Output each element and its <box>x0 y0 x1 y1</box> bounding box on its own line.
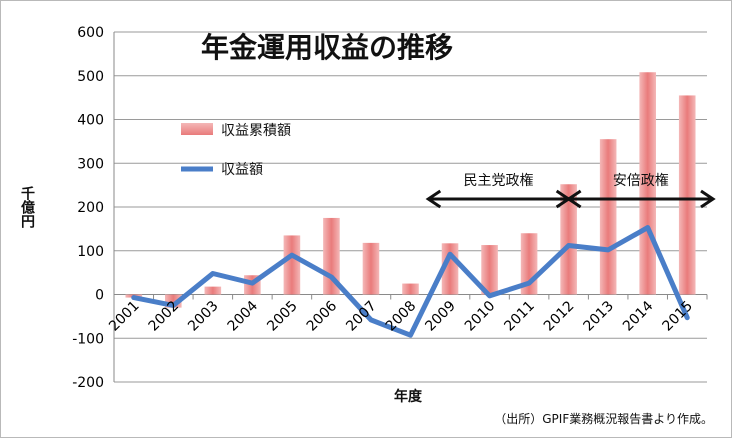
period-arrow-left-head <box>565 189 582 209</box>
x-tick-label: 2010 <box>462 298 499 335</box>
y-tick-label: 100 <box>77 244 104 260</box>
point-annual-return-2013 <box>607 249 609 251</box>
x-axis-title: 年度 <box>394 388 423 405</box>
bar-cumulative-2007 <box>362 242 380 295</box>
x-tick-label: 2005 <box>264 298 301 335</box>
legend-label-annual: 収益額 <box>221 162 263 178</box>
y-tick-label: -100 <box>72 331 104 347</box>
x-tick-label: 2011 <box>501 298 538 335</box>
point-annual-return-2014 <box>647 227 649 229</box>
point-annual-return-2015 <box>686 317 688 319</box>
legend-swatch-cumulative <box>181 123 213 135</box>
x-tick-label: 2007 <box>343 298 380 335</box>
source-note: （出所）GPIF業務概況報告書より作成。 <box>494 411 713 426</box>
legend-label-cumulative: 収益累積額 <box>221 123 291 139</box>
bar-cumulative-2012 <box>560 184 577 295</box>
y-tick-label: 500 <box>77 69 104 85</box>
x-tick-label: 2014 <box>620 298 657 335</box>
point-annual-return-2004 <box>251 282 253 284</box>
bar-cumulative-2015 <box>678 95 696 295</box>
x-tick-label: 2001 <box>106 298 143 335</box>
x-tick-label: 2003 <box>185 298 222 335</box>
period-arrow-right-head <box>700 189 716 209</box>
point-annual-return-2010 <box>489 295 491 297</box>
x-tick-label: 2015 <box>660 298 697 335</box>
point-annual-return-2002 <box>172 304 174 306</box>
point-annual-return-2007 <box>370 319 372 321</box>
bar-cumulative-2008 <box>402 283 419 295</box>
x-tick-label: 2013 <box>580 298 617 335</box>
point-annual-return-2005 <box>291 254 293 256</box>
y-axis-title: 千億円 <box>19 185 35 229</box>
point-annual-return-2003 <box>212 273 214 274</box>
y-tick-label: 0 <box>95 288 104 304</box>
point-annual-return-2011 <box>528 282 530 284</box>
y-tick-label: 600 <box>77 25 104 41</box>
period-label: 民主党政権 <box>463 172 533 189</box>
bar-cumulative-2005 <box>283 235 301 295</box>
period-label: 安倍政権 <box>613 172 669 189</box>
point-annual-return-2012 <box>568 245 570 246</box>
y-tick-label: 200 <box>77 200 104 216</box>
point-annual-return-2001 <box>133 297 135 299</box>
point-annual-return-2006 <box>330 276 332 278</box>
x-tick-label: 2012 <box>541 298 578 335</box>
point-annual-return-2008 <box>410 334 411 336</box>
y-tick-label: 400 <box>77 113 104 129</box>
x-tick-label: 2004 <box>225 298 262 335</box>
bar-cumulative-2010 <box>481 245 498 295</box>
point-annual-return-2009 <box>449 253 451 255</box>
chart-title: 年金運用収益の推移 <box>201 31 453 64</box>
bar-cumulative-2003 <box>204 286 222 295</box>
x-tick-label: 2006 <box>304 298 341 335</box>
y-tick-label: -200 <box>72 375 104 391</box>
period-arrow-left-head <box>425 189 442 209</box>
bar-cumulative-2013 <box>599 139 617 295</box>
y-tick-label: 300 <box>77 156 104 172</box>
